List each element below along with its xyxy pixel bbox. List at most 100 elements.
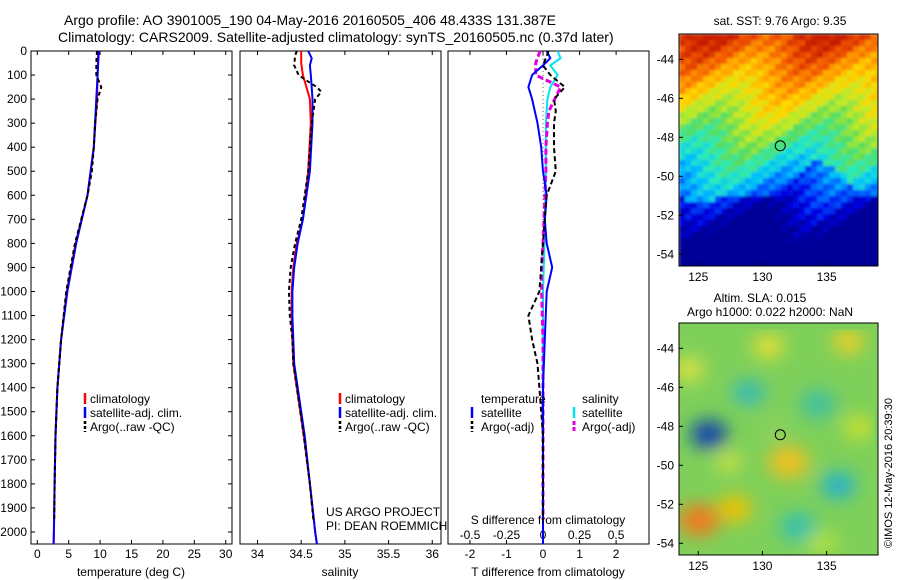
sst-cell	[739, 130, 746, 137]
sst-cell	[787, 244, 794, 251]
sst-cell	[727, 124, 734, 131]
sst-cell	[769, 178, 776, 185]
sst-cell	[787, 178, 794, 185]
sst-cell	[721, 220, 728, 227]
sst-cell	[727, 178, 734, 185]
sst-cell	[727, 160, 734, 167]
sst-cell	[865, 94, 872, 101]
sst-cell	[793, 202, 800, 209]
sst-cell	[721, 100, 728, 107]
sst-cell	[865, 214, 872, 221]
sst-cell	[835, 70, 842, 77]
sst-cell	[859, 142, 866, 149]
sst-cell	[733, 100, 740, 107]
sst-cell	[787, 40, 794, 47]
sst-cell	[817, 238, 824, 245]
sst-cell	[787, 172, 794, 179]
sst-cell	[721, 190, 728, 197]
sst-cell	[793, 244, 800, 251]
sst-cell	[769, 94, 776, 101]
salinity-difference-tick-label: 0.5	[608, 528, 625, 542]
sst-cell	[751, 100, 758, 107]
sst-cell	[685, 214, 692, 221]
sst-cell	[835, 232, 842, 239]
sst-cell	[763, 130, 770, 137]
sst-cell	[781, 226, 788, 233]
sst-cell	[781, 250, 788, 257]
sst-cell	[847, 76, 854, 83]
salinity-difference-tick-label: 0.25	[568, 528, 592, 542]
sst-cell	[685, 76, 692, 83]
sst-cell	[775, 172, 782, 179]
sst-cell	[709, 262, 716, 266]
depth-tick-label: 1400	[0, 381, 27, 395]
sst-cell	[739, 148, 746, 155]
sst-cell	[853, 160, 860, 167]
sst-cell	[835, 238, 842, 245]
sst-cell	[715, 124, 722, 131]
sst-cell	[817, 106, 824, 113]
sst-cell	[823, 106, 830, 113]
sst-cell	[721, 82, 728, 89]
sst-cell	[823, 172, 830, 179]
salinity-difference-tick-label: -0.5	[460, 528, 481, 542]
sst-cell	[835, 220, 842, 227]
sst-cell	[757, 226, 764, 233]
sst-cell	[691, 64, 698, 71]
sst-cell	[757, 190, 764, 197]
sst-cell	[709, 130, 716, 137]
sst-cell	[697, 262, 704, 266]
sst-cell	[841, 154, 848, 161]
sst-cell	[757, 154, 764, 161]
sst-cell	[751, 136, 758, 143]
sst-cell	[859, 160, 866, 167]
sla-map-title-1: Altim. SLA: 0.015	[714, 291, 807, 305]
sst-cell	[697, 52, 704, 59]
sst-cell	[733, 256, 740, 263]
sst-cell	[769, 130, 776, 137]
sst-cell	[829, 250, 836, 257]
sla-anomaly-blob	[842, 415, 874, 440]
sst-cell	[787, 112, 794, 119]
sst-cell	[859, 154, 866, 161]
sst-cell	[679, 244, 686, 251]
sst-cell	[811, 178, 818, 185]
sst-cell	[799, 172, 806, 179]
temperature-tick-label: 10	[93, 547, 107, 561]
sst-cell	[805, 256, 812, 263]
sst-cell	[715, 214, 722, 221]
sst-cell	[787, 106, 794, 113]
sst-cell	[679, 262, 686, 266]
sst-cell	[745, 226, 752, 233]
sst-cell	[775, 94, 782, 101]
sst-cell	[721, 202, 728, 209]
sst-cell	[757, 70, 764, 77]
sst-cell	[757, 160, 764, 167]
sst-cell	[775, 196, 782, 203]
sst-cell	[829, 154, 836, 161]
sst-cell	[703, 178, 710, 185]
sst-cell	[823, 184, 830, 191]
sst-cell	[805, 160, 812, 167]
sst-cell	[745, 148, 752, 155]
sst-cell	[703, 256, 710, 263]
sst-cell	[811, 64, 818, 71]
sst-cell	[829, 58, 836, 65]
sst-cell	[721, 46, 728, 53]
sst-cell	[763, 70, 770, 77]
sst-cell	[853, 238, 860, 245]
sst-cell	[727, 70, 734, 77]
sst-cell	[775, 124, 782, 131]
sst-cell	[703, 46, 710, 53]
sst-cell	[733, 166, 740, 173]
sst-cell	[685, 238, 692, 245]
sst-cell	[703, 226, 710, 233]
sst-cell	[697, 172, 704, 179]
sst-cell	[853, 40, 860, 47]
sst-cell	[751, 142, 758, 149]
sst-cell	[709, 52, 716, 59]
sst-cell	[697, 154, 704, 161]
sst-cell	[745, 256, 752, 263]
sst-cell	[679, 196, 686, 203]
sst-cell	[721, 262, 728, 266]
